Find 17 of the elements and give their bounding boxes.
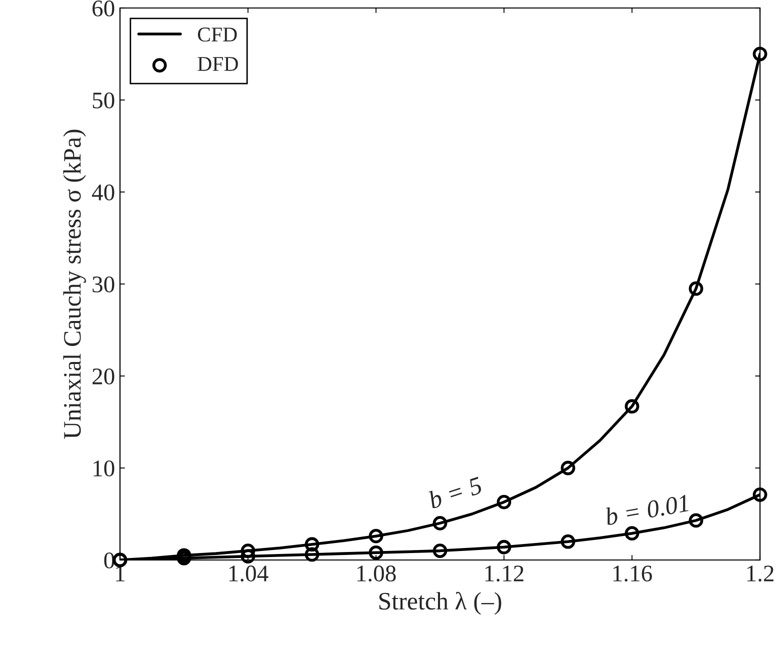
y-axis-title: Uniaxial Cauchy stress σ (kPa) — [63, 130, 86, 439]
x-tick-label: 1.12 — [485, 566, 524, 582]
x-tick-label: 1.08 — [357, 566, 396, 582]
x-tick-label: 1.16 — [613, 566, 652, 582]
y-tick-label: 20 — [92, 368, 114, 384]
annotation: b = 0.01 — [604, 494, 689, 526]
y-tick-label: 50 — [92, 92, 114, 108]
y-tick-label: 30 — [92, 276, 114, 292]
legend-label: DFD — [198, 57, 238, 71]
x-axis-title: Stretch λ (–) — [379, 592, 502, 615]
y-tick-label: 40 — [92, 184, 114, 200]
x-tick-label: 1.2 — [747, 566, 774, 582]
legend-label: CFD — [198, 28, 237, 42]
annotation: b = 5 — [428, 476, 484, 509]
x-tick-label: 1.04 — [229, 566, 268, 582]
y-tick-label: 10 — [94, 460, 114, 476]
y-tick-label: 60 — [92, 0, 114, 16]
